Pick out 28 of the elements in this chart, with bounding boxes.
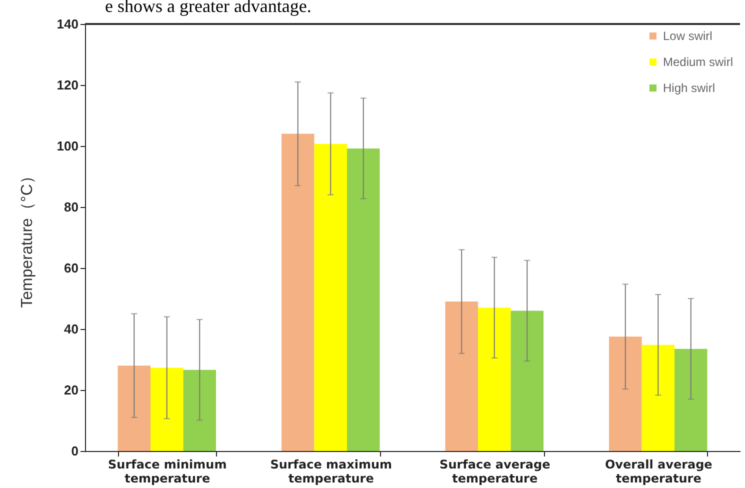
legend-label: Medium swirl bbox=[663, 55, 734, 69]
bar bbox=[314, 144, 347, 451]
x-tick-label: Overall average temperature bbox=[604, 458, 712, 486]
legend-label: High swirl bbox=[663, 81, 716, 95]
y-axis-title: Temperature（°C） bbox=[18, 168, 36, 308]
bar bbox=[674, 348, 708, 451]
bar bbox=[150, 368, 184, 451]
y-tick-label: 20 bbox=[64, 382, 78, 398]
x-tick-label: Surface minimum temperature bbox=[108, 458, 227, 486]
bar bbox=[118, 366, 150, 451]
y-tick-label: 60 bbox=[64, 260, 78, 276]
bar bbox=[642, 344, 674, 451]
x-tick-label: Surface maximum temperature bbox=[270, 458, 392, 486]
bar bbox=[347, 148, 380, 451]
y-tick-label: 140 bbox=[56, 16, 78, 32]
bar bbox=[445, 302, 478, 451]
bar bbox=[282, 134, 314, 451]
x-tick-label: Surface average temperature bbox=[440, 458, 550, 486]
legend-label: Low swirl bbox=[663, 29, 712, 43]
y-tick-label: 120 bbox=[56, 78, 78, 92]
y-tick-label: 80 bbox=[64, 200, 78, 214]
y-tick-label: 100 bbox=[56, 138, 78, 154]
bar bbox=[510, 310, 544, 451]
y-tick-label: 40 bbox=[64, 322, 78, 336]
bar bbox=[609, 336, 642, 451]
y-tick-label: 0 bbox=[71, 444, 78, 458]
bar bbox=[183, 370, 216, 451]
bar bbox=[478, 308, 511, 451]
